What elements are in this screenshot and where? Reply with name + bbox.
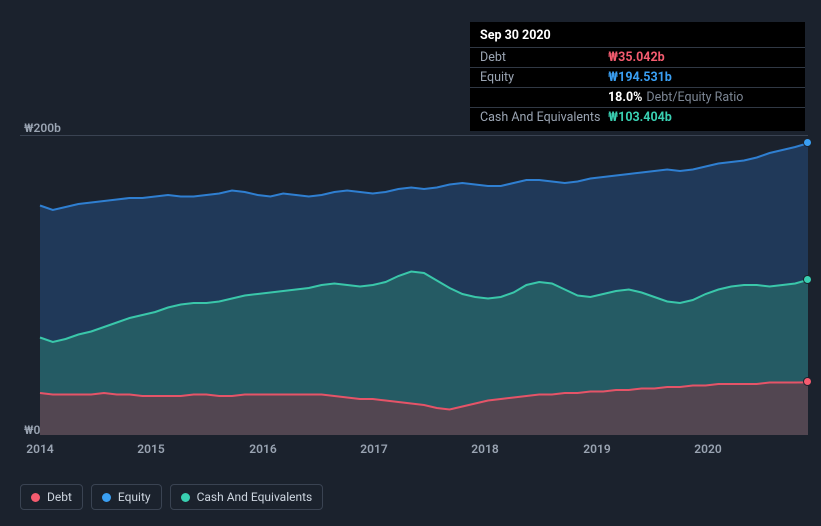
tooltip-value: 18.0%Debt/Equity Ratio: [608, 90, 743, 105]
legend-dot-icon: [31, 493, 40, 502]
tooltip-value: ₩194.531b: [608, 70, 672, 85]
tooltip-row-debt: Debt ₩35.042b: [470, 48, 805, 68]
tooltip-row-equity: Equity ₩194.531b: [470, 68, 805, 88]
legend-dot-icon: [181, 493, 190, 502]
x-axis-label: 2020: [694, 442, 721, 456]
equity-end-dot: [803, 138, 812, 147]
chart-legend: Debt Equity Cash And Equivalents: [20, 484, 323, 510]
x-axis-label: 2014: [26, 442, 53, 456]
tooltip-date: Sep 30 2020: [470, 26, 805, 48]
x-axis-label: 2016: [249, 442, 276, 456]
y-axis-label: ₩200b: [24, 121, 61, 135]
tooltip-label: [480, 90, 608, 105]
x-axis-label: 2015: [137, 442, 164, 456]
legend-dot-icon: [102, 493, 111, 502]
debt-end-dot: [803, 377, 812, 386]
tooltip-label: Equity: [480, 70, 608, 85]
chart-tooltip: Sep 30 2020 Debt ₩35.042b Equity ₩194.53…: [470, 22, 805, 131]
x-axis-label: 2019: [583, 442, 610, 456]
x-axis-label: 2017: [360, 442, 387, 456]
legend-label: Debt: [47, 490, 72, 504]
tooltip-value: ₩103.404b: [608, 110, 672, 125]
tooltip-label: Cash And Equivalents: [480, 110, 608, 125]
legend-item-debt[interactable]: Debt: [20, 484, 83, 510]
chart-plot-area[interactable]: [20, 135, 808, 435]
legend-label: Equity: [118, 490, 151, 504]
legend-label: Cash And Equivalents: [197, 490, 313, 504]
x-axis-label: 2018: [471, 442, 498, 456]
legend-item-equity[interactable]: Equity: [91, 484, 162, 510]
tooltip-row-ratio: 18.0%Debt/Equity Ratio: [470, 88, 805, 108]
tooltip-value: ₩35.042b: [608, 50, 665, 65]
legend-item-cash-and-equivalents[interactable]: Cash And Equivalents: [170, 484, 324, 510]
tooltip-label: Debt: [480, 50, 608, 65]
financial-chart: Sep 30 2020 Debt ₩35.042b Equity ₩194.53…: [0, 0, 821, 526]
cash-end-dot: [803, 275, 812, 284]
tooltip-row-cash: Cash And Equivalents ₩103.404b: [470, 108, 805, 127]
